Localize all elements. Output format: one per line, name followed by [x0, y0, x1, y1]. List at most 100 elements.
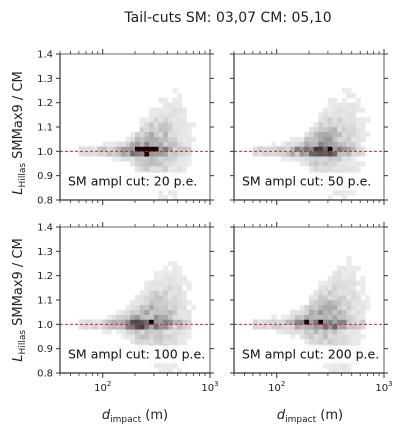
- heatmap-cell: [158, 151, 164, 157]
- heatmap-cell: [351, 329, 357, 335]
- heatmap-cell: [158, 131, 164, 138]
- heatmap-cell: [309, 334, 314, 340]
- heatmap-cell: [332, 314, 338, 320]
- heatmap-cell: [341, 265, 347, 272]
- heatmap-cell: [309, 338, 314, 345]
- heatmap-cell: [327, 319, 333, 325]
- heatmap-cell: [167, 290, 173, 296]
- heatmap-cell: [323, 136, 329, 142]
- heatmap-cell: [294, 319, 300, 325]
- heatmap-cell: [332, 329, 338, 335]
- heatmap-cell: [360, 319, 366, 325]
- heatmap-cell: [327, 329, 333, 335]
- heatmap-cell: [163, 309, 169, 315]
- heatmap-cell: [120, 329, 126, 335]
- heatmap-cell: [125, 156, 131, 162]
- heatmap-cell: [163, 368, 169, 374]
- heatmap-cell: [290, 151, 296, 157]
- heatmap-cell: [163, 363, 169, 369]
- heatmap-cell: [294, 329, 300, 335]
- heatmap-cell: [130, 324, 136, 330]
- heatmap-cell: [313, 122, 319, 128]
- heatmap-cell: [341, 161, 347, 167]
- heatmap-cell: [313, 338, 319, 345]
- heatmap-cell: [158, 329, 164, 335]
- heatmap-cell: [181, 151, 187, 157]
- heatmap-cell: [163, 324, 169, 330]
- heatmap-cell: [167, 314, 173, 320]
- heatmap-cell: [167, 338, 173, 345]
- heatmap-cell: [309, 319, 314, 325]
- heatmap-cell: [163, 295, 169, 301]
- heatmap-cell: [337, 136, 343, 142]
- heatmap-cell: [337, 117, 343, 123]
- heatmap-cell: [172, 112, 178, 118]
- heatmap-cell: [186, 131, 192, 138]
- heatmap-cell: [163, 97, 169, 103]
- heatmap-cell: [158, 314, 164, 320]
- heatmap-cell: [167, 131, 173, 138]
- heatmap-cell: [158, 117, 164, 123]
- heatmap-cell: [318, 131, 324, 138]
- cut-annotation: SM ampl cut: 100 p.e.: [62, 345, 208, 364]
- heatmap-cell: [181, 112, 187, 118]
- heatmap-cell: [346, 265, 352, 272]
- heatmap-cell: [337, 300, 343, 306]
- heatmap-cell: [172, 319, 178, 325]
- heatmap-cell: [130, 300, 136, 306]
- heatmap-cell: [341, 165, 347, 172]
- heatmap-cell: [139, 117, 145, 123]
- heatmap-cell: [323, 329, 329, 335]
- heatmap-cell: [318, 300, 324, 306]
- heatmap-cell: [163, 285, 169, 291]
- heatmap-cell: [318, 314, 324, 320]
- heatmap-cell: [177, 117, 183, 123]
- heatmap-cell: [177, 368, 183, 374]
- heatmap-cell: [135, 329, 140, 335]
- heatmap-cell: [167, 102, 173, 108]
- heatmap-cell: [144, 165, 150, 172]
- heatmap-cell: [337, 165, 343, 172]
- heatmap-cell: [318, 136, 324, 142]
- heatmap-cell: [120, 146, 126, 152]
- heatmap-cell: [172, 165, 178, 172]
- heatmap-cell: [318, 141, 324, 147]
- heatmap-cell: [355, 127, 361, 133]
- heatmap-cell: [144, 334, 150, 340]
- heatmap-cell: [158, 280, 164, 286]
- heatmap-cell: [97, 319, 103, 325]
- heatmap-cell: [181, 122, 187, 128]
- heatmap-cell: [327, 280, 333, 286]
- cut-annotation-text: SM ampl cut: 100 p.e.: [68, 346, 205, 361]
- heatmap-cell: [304, 304, 310, 311]
- x-axis-label-right: dimpact (m): [277, 408, 343, 425]
- heatmap-cell: [332, 127, 338, 133]
- heatmap-cell: [153, 363, 159, 369]
- heatmap-cell: [304, 309, 310, 315]
- heatmap-cell: [181, 280, 187, 286]
- heatmap-cell: [149, 127, 155, 133]
- heatmap-cell: [181, 136, 187, 142]
- heatmap-cell: [309, 127, 314, 133]
- heatmap-cell: [280, 319, 286, 325]
- heatmap-cell: [318, 161, 324, 167]
- heatmap-cell: [346, 261, 352, 267]
- heatmap-cell: [111, 151, 117, 157]
- heatmap-cell: [313, 290, 319, 296]
- heatmap-cell: [153, 285, 159, 291]
- heatmap-cell: [332, 270, 338, 276]
- heatmap-cell: [167, 156, 173, 162]
- heatmap-cell: [327, 300, 333, 306]
- heatmap-cell: [153, 290, 159, 296]
- heatmap-cell: [144, 146, 150, 152]
- heatmap-cell: [332, 161, 338, 167]
- heatmap-cell: [153, 275, 159, 281]
- heatmap-cell: [304, 141, 310, 147]
- heatmap-cell: [149, 304, 155, 311]
- heatmap-cell: [318, 290, 324, 296]
- heatmap-cell: [290, 156, 296, 162]
- heatmap-cell: [285, 324, 291, 330]
- heatmap-cell: [139, 156, 145, 162]
- heatmap-cell: [337, 275, 343, 281]
- heatmap-cell: [186, 127, 192, 133]
